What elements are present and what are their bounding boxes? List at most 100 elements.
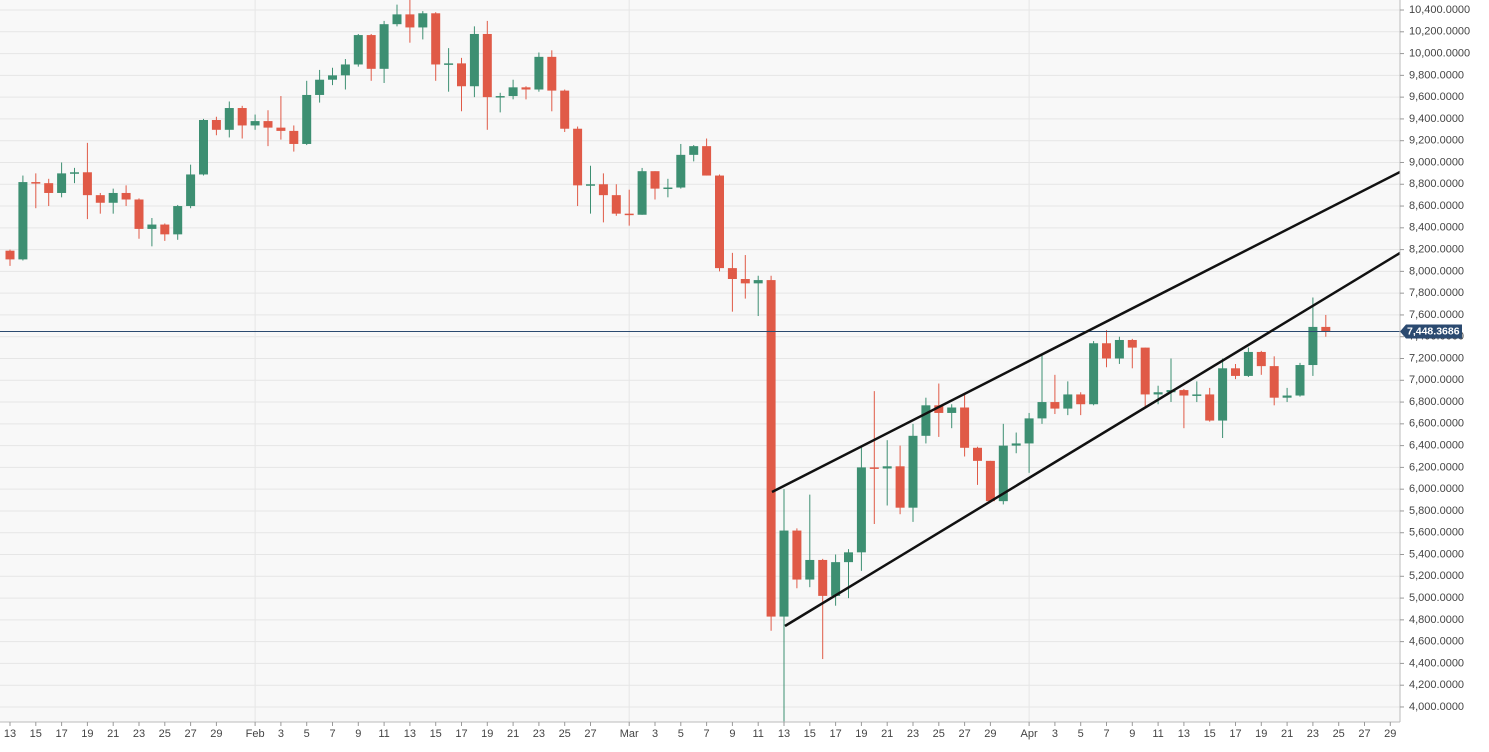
x-tick-label: 27 bbox=[958, 728, 970, 740]
candle-body bbox=[637, 171, 647, 215]
y-tick-label: 6,800.0000 bbox=[1409, 396, 1464, 408]
x-tick-label: 13 bbox=[778, 728, 790, 740]
candle-body bbox=[276, 127, 286, 131]
y-tick-label: 8,800.0000 bbox=[1409, 178, 1464, 190]
candle-body bbox=[650, 171, 660, 189]
y-tick-label: 9,000.0000 bbox=[1409, 156, 1464, 168]
candle-body bbox=[211, 120, 221, 130]
candle-body bbox=[57, 173, 67, 193]
x-tick-label: 13 bbox=[1178, 728, 1190, 740]
candle-body bbox=[998, 445, 1008, 502]
candle-body bbox=[1114, 339, 1124, 359]
x-tick-label: 5 bbox=[678, 728, 684, 740]
x-tick-label: 25 bbox=[159, 728, 171, 740]
candle-body bbox=[1127, 339, 1137, 348]
candle-body bbox=[379, 24, 389, 69]
candle-body bbox=[818, 559, 828, 596]
plot-area bbox=[0, 0, 1400, 722]
x-tick-label: 19 bbox=[855, 728, 867, 740]
candle-body bbox=[1140, 347, 1150, 395]
x-tick-label: Apr bbox=[1021, 728, 1038, 740]
y-tick-label: 7,200.0000 bbox=[1409, 352, 1464, 364]
candle-body bbox=[5, 250, 15, 260]
candle-body bbox=[1256, 351, 1266, 367]
candle-body bbox=[856, 467, 866, 553]
x-tick-label: 27 bbox=[1358, 728, 1370, 740]
candle-body bbox=[766, 280, 776, 617]
candle-body bbox=[1011, 443, 1021, 446]
candle-body bbox=[1308, 326, 1318, 366]
y-tick-label: 5,600.0000 bbox=[1409, 527, 1464, 539]
candle-body bbox=[108, 192, 118, 203]
candle-body bbox=[1321, 326, 1331, 332]
candle-body bbox=[160, 224, 170, 235]
candle-body bbox=[715, 175, 724, 269]
candle-body bbox=[792, 530, 802, 580]
x-tick-label: 5 bbox=[304, 728, 310, 740]
y-tick-label: 5,400.0000 bbox=[1409, 548, 1464, 560]
candle-body bbox=[611, 195, 621, 214]
candle-body bbox=[353, 35, 363, 65]
candle-body bbox=[1205, 394, 1215, 421]
candle-body bbox=[598, 184, 608, 196]
candle-body bbox=[173, 206, 183, 235]
candle-body bbox=[586, 184, 595, 186]
x-tick-label: 17 bbox=[1229, 728, 1241, 740]
candle-body bbox=[95, 195, 105, 203]
candle-body bbox=[44, 183, 54, 193]
candle-body bbox=[392, 14, 402, 25]
x-tick-label: 7 bbox=[704, 728, 710, 740]
x-tick-label: 17 bbox=[829, 728, 841, 740]
x-tick-label: 25 bbox=[559, 728, 571, 740]
candle-body bbox=[1076, 394, 1086, 405]
candle-body bbox=[418, 13, 428, 28]
x-tick-label: 21 bbox=[881, 728, 893, 740]
candle-body bbox=[624, 213, 634, 216]
x-tick-label: 23 bbox=[533, 728, 545, 740]
x-tick-label: 11 bbox=[378, 728, 389, 740]
candle-body bbox=[934, 405, 944, 413]
x-tick-label: 27 bbox=[584, 728, 596, 740]
candle-body bbox=[495, 96, 505, 98]
grid bbox=[0, 0, 1400, 722]
candle-body bbox=[560, 90, 570, 129]
candle-body bbox=[444, 63, 454, 65]
x-tick-label: 19 bbox=[1255, 728, 1267, 740]
candle-body bbox=[302, 94, 312, 144]
candle-body bbox=[921, 405, 931, 436]
candle-body bbox=[405, 14, 415, 28]
y-tick-label: 4,200.0000 bbox=[1409, 679, 1464, 691]
candle-body bbox=[534, 56, 544, 90]
candle-body bbox=[702, 146, 712, 176]
x-tick-label: 11 bbox=[752, 728, 763, 740]
x-tick-label: 25 bbox=[1333, 728, 1345, 740]
candle-body bbox=[263, 121, 273, 128]
y-tick-label: 8,000.0000 bbox=[1409, 265, 1464, 277]
x-tick-label: 15 bbox=[804, 728, 816, 740]
candle-body bbox=[985, 460, 995, 502]
y-tick-label: 7,800.0000 bbox=[1409, 287, 1464, 299]
y-tick-label: 10,000.0000 bbox=[1409, 47, 1470, 59]
y-tick-label: 4,600.0000 bbox=[1409, 636, 1464, 648]
candle-body bbox=[547, 56, 557, 91]
candle-body bbox=[186, 174, 196, 207]
y-tick-label: 9,200.0000 bbox=[1409, 135, 1464, 147]
candle-body bbox=[1179, 390, 1189, 396]
y-tick-label: 6,600.0000 bbox=[1409, 418, 1464, 430]
candle-body bbox=[1295, 365, 1305, 396]
x-tick-label: 9 bbox=[355, 728, 361, 740]
axes: 4,000.0000 4,200.0000 4,400.0000 4,600.0000… bbox=[4, 4, 1470, 740]
candle-body bbox=[70, 172, 79, 174]
y-tick-label: 8,400.0000 bbox=[1409, 222, 1464, 234]
x-tick-label: 9 bbox=[729, 728, 735, 740]
x-tick-label: 29 bbox=[210, 728, 222, 740]
candle-body bbox=[1243, 351, 1253, 376]
x-tick-label: 15 bbox=[30, 728, 42, 740]
x-tick-label: 7 bbox=[1103, 728, 1109, 740]
candle-body bbox=[1282, 395, 1292, 398]
candle-body bbox=[508, 87, 518, 97]
candle-body bbox=[689, 146, 699, 155]
x-tick-label: 15 bbox=[430, 728, 442, 740]
candle-body bbox=[457, 63, 466, 87]
y-tick-label: 5,800.0000 bbox=[1409, 505, 1464, 517]
